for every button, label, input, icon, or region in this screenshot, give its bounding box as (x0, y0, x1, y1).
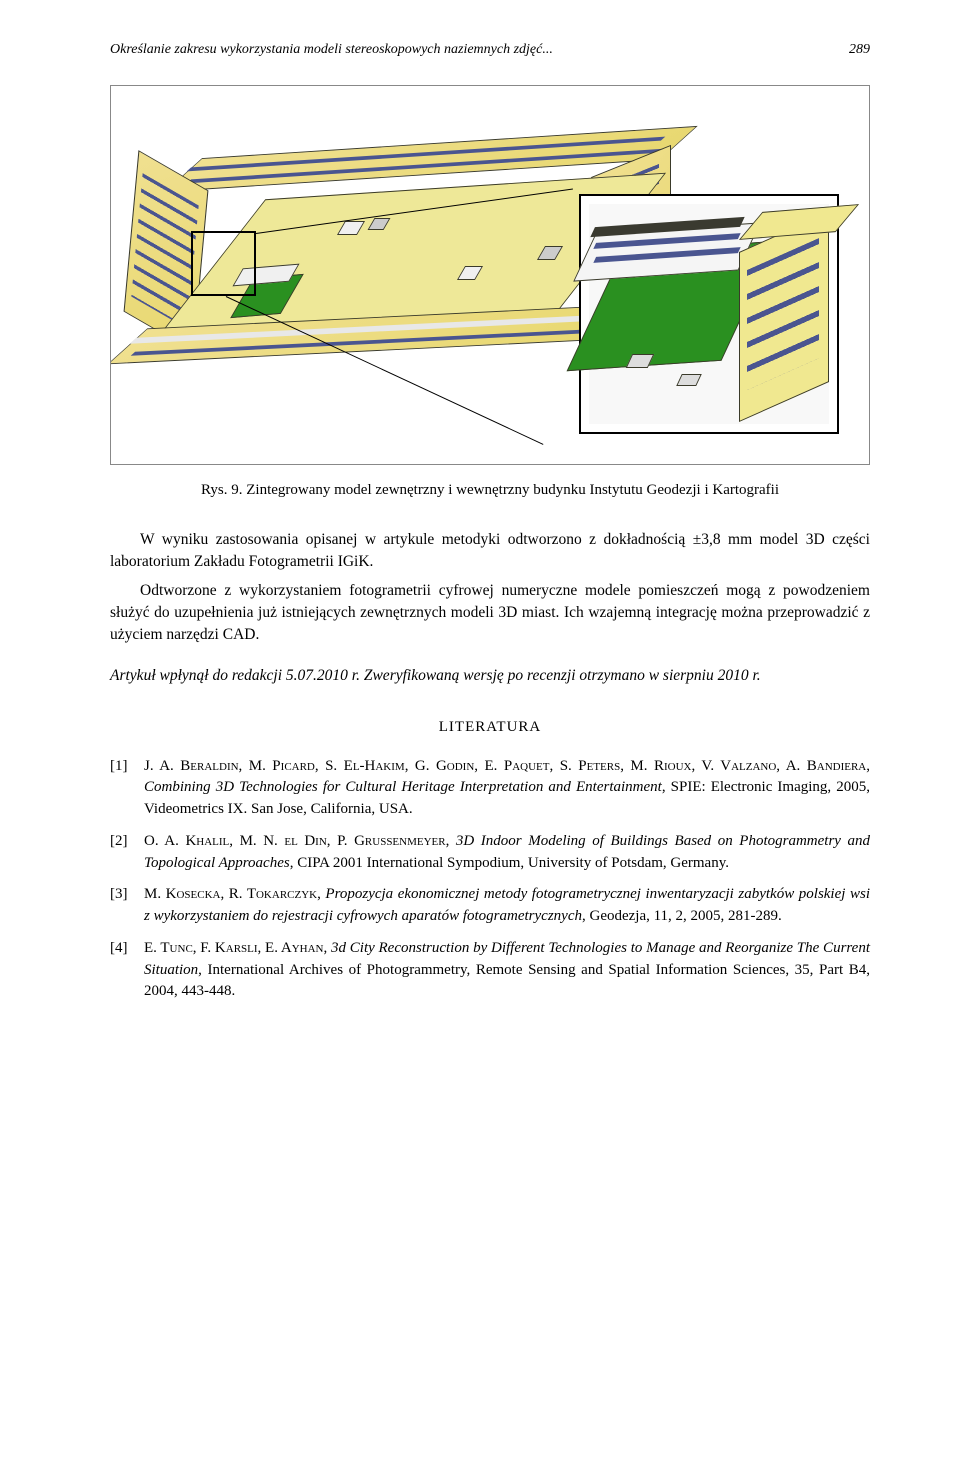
figure-container (110, 85, 870, 465)
reference-rest: , International Archives of Photogrammet… (144, 962, 870, 1000)
reference-title: Combining 3D Technologies for Cultural H… (144, 779, 662, 795)
reference-number: [4] (110, 938, 144, 1003)
reference-text: E. Tunc, F. Karsli, E. Ayhan, 3d City Re… (144, 938, 870, 1003)
literature-heading: LITERATURA (110, 717, 870, 738)
reference-rest: , Geodezja, 11, 2, 2005, 281-289. (582, 908, 782, 924)
body-paragraph: Odtworzone z wykorzystaniem fotogrametri… (110, 580, 870, 647)
body-paragraph: W wyniku zastosowania opisanej w artykul… (110, 529, 870, 574)
reference-text: O. A. Khalil, M. N. el Din, P. Grussenme… (144, 831, 870, 875)
reference-authors: J. A. Beraldin, M. Picard, S. El-Hakim, … (144, 758, 866, 774)
figure-detail-callout (579, 194, 839, 434)
reference-number: [2] (110, 831, 144, 875)
running-header: Określanie zakresu wykorzystania modeli … (110, 40, 870, 60)
reference-list: [1] J. A. Beraldin, M. Picard, S. El-Hak… (110, 756, 870, 1004)
reference-item: [1] J. A. Beraldin, M. Picard, S. El-Hak… (110, 756, 870, 821)
article-submission-note: Artykuł wpłynął do redakcji 5.07.2010 r.… (110, 665, 870, 687)
callout-source-box (191, 231, 256, 296)
reference-authors: E. Tunc, F. Karsli, E. Ayhan (144, 940, 324, 956)
reference-text: M. Kosecka, R. Tokarczyk, Propozycja eko… (144, 884, 870, 928)
figure-caption: Rys. 9. Zintegrowany model zewnętrzny i … (110, 480, 870, 501)
reference-item: [4] E. Tunc, F. Karsli, E. Ayhan, 3d Cit… (110, 938, 870, 1003)
reference-number: [1] (110, 756, 144, 821)
running-title: Określanie zakresu wykorzystania modeli … (110, 40, 553, 60)
reference-item: [2] O. A. Khalil, M. N. el Din, P. Gruss… (110, 831, 870, 875)
page-number: 289 (849, 40, 870, 60)
reference-rest: , CIPA 2001 International Sympodium, Uni… (290, 855, 729, 871)
reference-text: J. A. Beraldin, M. Picard, S. El-Hakim, … (144, 756, 870, 821)
reference-authors: O. A. Khalil, M. N. el Din, P. Grussenme… (144, 833, 446, 849)
reference-number: [3] (110, 884, 144, 928)
reference-authors: M. Kosecka, R. Tokarczyk (144, 886, 317, 902)
reference-item: [3] M. Kosecka, R. Tokarczyk, Propozycja… (110, 884, 870, 928)
